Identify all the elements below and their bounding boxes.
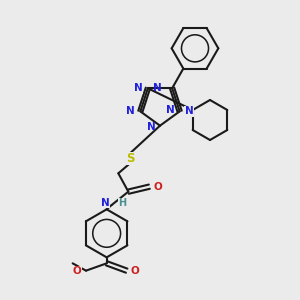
Text: O: O [154,182,162,192]
Text: N: N [147,122,155,132]
Text: N: N [152,83,161,93]
Text: N: N [126,106,135,116]
Text: O: O [73,266,82,276]
Text: N: N [134,83,142,93]
Text: N: N [166,105,175,116]
Text: S: S [126,152,134,165]
Text: N: N [101,198,110,208]
Text: H: H [118,198,126,208]
Text: O: O [131,266,140,276]
Text: N: N [185,106,194,116]
